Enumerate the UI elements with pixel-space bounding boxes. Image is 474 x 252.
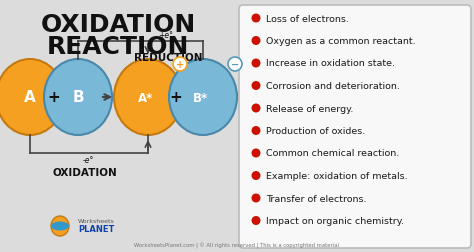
Text: A: A	[24, 90, 36, 105]
Text: A*: A*	[138, 91, 154, 104]
Text: Oxygen as a common reactant.: Oxygen as a common reactant.	[266, 37, 416, 46]
Text: Loss of electrons.: Loss of electrons.	[266, 14, 349, 23]
Text: -e°: -e°	[82, 155, 94, 164]
Circle shape	[173, 58, 187, 72]
Text: Common chemical reaction.: Common chemical reaction.	[266, 149, 399, 158]
Ellipse shape	[169, 60, 237, 136]
Circle shape	[252, 171, 261, 180]
Circle shape	[252, 216, 261, 225]
Text: Increase in oxidation state.: Increase in oxidation state.	[266, 59, 395, 68]
Text: +: +	[47, 90, 60, 105]
Text: Corrosion and deterioration.: Corrosion and deterioration.	[266, 82, 400, 91]
Text: Example: oxidation of metals.: Example: oxidation of metals.	[266, 171, 408, 180]
FancyBboxPatch shape	[239, 6, 471, 248]
Text: Release of energy.: Release of energy.	[266, 104, 354, 113]
Text: B: B	[72, 90, 84, 105]
Circle shape	[228, 58, 242, 72]
Circle shape	[252, 37, 261, 46]
Text: PLANET: PLANET	[78, 225, 114, 234]
Text: +: +	[176, 60, 184, 70]
Ellipse shape	[51, 216, 69, 236]
Circle shape	[252, 194, 261, 203]
Circle shape	[252, 127, 261, 136]
Circle shape	[252, 104, 261, 113]
Text: +: +	[170, 90, 182, 105]
Text: REACTION: REACTION	[47, 35, 189, 59]
Circle shape	[252, 14, 261, 23]
Circle shape	[252, 149, 261, 158]
Ellipse shape	[0, 60, 64, 136]
Circle shape	[252, 82, 261, 91]
Text: +e°: +e°	[158, 31, 173, 40]
Circle shape	[252, 59, 261, 68]
Text: Transfer of electrons.: Transfer of electrons.	[266, 194, 366, 203]
Text: Impact on organic chemistry.: Impact on organic chemistry.	[266, 216, 404, 225]
Text: WorksheetsPlanet.com | © All rights reserved | This is a copyrighted material: WorksheetsPlanet.com | © All rights rese…	[135, 242, 339, 248]
Text: Production of oxides.: Production of oxides.	[266, 127, 365, 136]
Text: OXIDATION: OXIDATION	[53, 167, 118, 177]
Ellipse shape	[114, 60, 182, 136]
Ellipse shape	[51, 222, 69, 231]
Text: Worksheets: Worksheets	[78, 219, 115, 224]
Text: −: −	[231, 60, 239, 70]
Text: OXIDATION: OXIDATION	[40, 13, 196, 37]
Text: B*: B*	[193, 91, 209, 104]
Ellipse shape	[44, 60, 112, 136]
Text: REDUCTION: REDUCTION	[134, 53, 202, 63]
